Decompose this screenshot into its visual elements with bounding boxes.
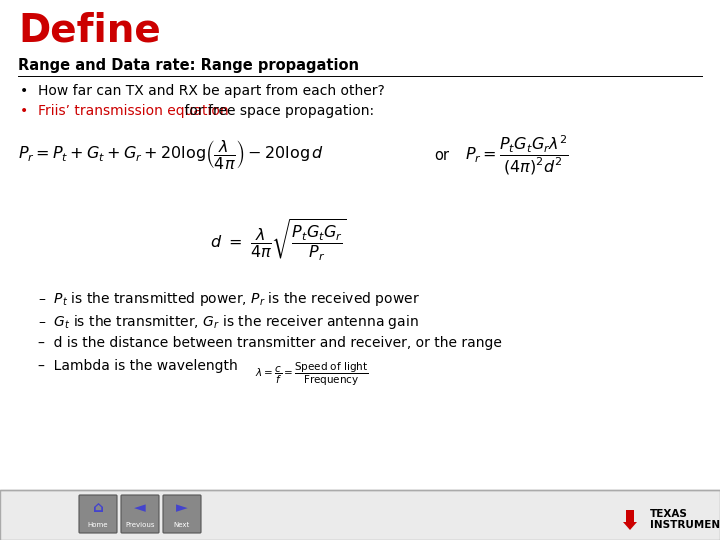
Text: Define: Define [18,12,161,50]
Text: How far can TX and RX be apart from each other?: How far can TX and RX be apart from each… [38,84,384,98]
Text: –  $G_t$ is the transmitter, $G_r$ is the receiver antenna gain: – $G_t$ is the transmitter, $G_r$ is the… [38,313,419,331]
Text: Range and Data rate: Range propagation: Range and Data rate: Range propagation [18,58,359,73]
Text: $d\ =\ \dfrac{\lambda}{4\pi} \sqrt{\dfrac{P_t G_t G_r}{P_r}}$: $d\ =\ \dfrac{\lambda}{4\pi} \sqrt{\dfra… [210,217,347,263]
Text: ►: ► [176,501,188,516]
Text: Home: Home [88,522,108,528]
Text: Previous: Previous [125,522,155,528]
Text: –  d is the distance between transmitter and receiver, or the range: – d is the distance between transmitter … [38,336,502,350]
FancyBboxPatch shape [121,495,159,533]
FancyArrow shape [623,510,637,530]
Text: Friis’ transmission equation: Friis’ transmission equation [38,104,229,118]
Text: for free space propagation:: for free space propagation: [180,104,374,118]
Text: or: or [434,147,449,163]
Text: $P_r = P_t + G_t + G_r + 20\log\!\left(\dfrac{\lambda}{4\pi}\right) - 20\log d$: $P_r = P_t + G_t + G_r + 20\log\!\left(\… [18,138,324,172]
FancyBboxPatch shape [163,495,201,533]
Text: ⌂: ⌂ [93,501,104,516]
Text: TEXAS: TEXAS [650,509,688,519]
Text: Next: Next [174,522,190,528]
Text: –  Lambda is the wavelength: – Lambda is the wavelength [38,359,238,373]
Text: –  $P_t$ is the transmitted power, $P_r$ is the received power: – $P_t$ is the transmitted power, $P_r$ … [38,290,420,308]
Text: ◄: ◄ [134,501,146,516]
Text: •: • [20,104,28,118]
Text: •: • [20,84,28,98]
Text: INSTRUMENTS: INSTRUMENTS [650,520,720,530]
Bar [0,490,720,540]
FancyBboxPatch shape [79,495,117,533]
Text: $\lambda = \dfrac{c}{f} = \dfrac{\mathrm{Speed\ of\ light}}{\mathrm{Frequency}}$: $\lambda = \dfrac{c}{f} = \dfrac{\mathrm… [255,361,369,388]
Text: $P_r = \dfrac{P_t G_t G_r \lambda^2}{(4\pi)^2 d^2}$: $P_r = \dfrac{P_t G_t G_r \lambda^2}{(4\… [465,133,569,177]
